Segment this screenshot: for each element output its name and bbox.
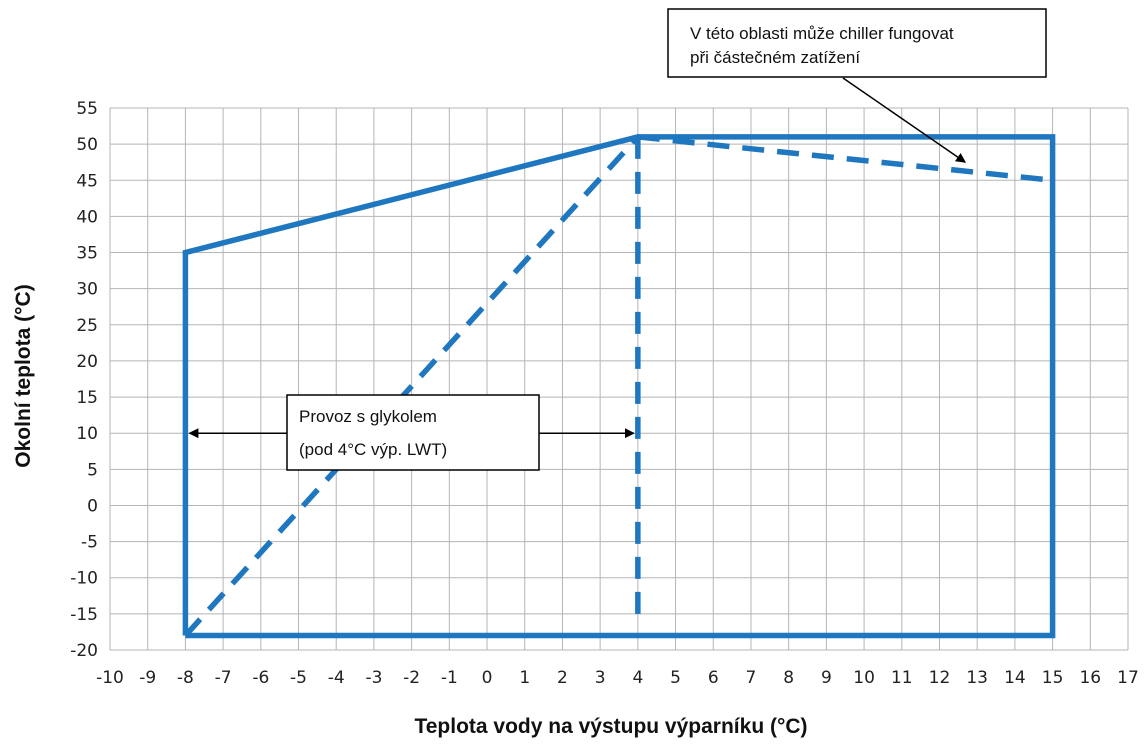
series-line-dashed-1 (183, 135, 640, 638)
partial-load-note-line-2: při částečném zatížení (690, 48, 860, 67)
partial-load-note-box (667, 8, 1047, 78)
x-tick-label: 5 (670, 668, 681, 688)
x-tick-label: 12 (929, 668, 951, 688)
x-tick-label: -2 (403, 668, 420, 688)
x-tick-label: -7 (215, 668, 232, 688)
glycol-note-line-1: Provoz s glykolem (299, 407, 437, 426)
series-line-solid-0 (182, 134, 1056, 639)
x-tick-label: -6 (252, 668, 269, 688)
y-tick-label: 20 (76, 352, 98, 372)
y-tick-label: 35 (76, 244, 98, 264)
x-tick-label: -10 (96, 668, 124, 688)
y-tick-label: -10 (70, 569, 98, 589)
annotation-partial-load: V této oblasti může chiller fungovat při… (667, 8, 1047, 163)
x-tick-label: 3 (595, 668, 606, 688)
y-tick-label: 10 (76, 424, 98, 444)
x-tick-label: 6 (708, 668, 719, 688)
x-tick-label: 11 (891, 668, 913, 688)
x-tick-label: 15 (1042, 668, 1064, 688)
x-tick-label: 16 (1079, 668, 1101, 688)
x-tick-label: -9 (139, 668, 156, 688)
y-tick-label: 25 (76, 316, 98, 336)
y-tick-label: 45 (76, 171, 98, 191)
glycol-note-line-2: (pod 4°C výp. LWT) (299, 440, 447, 459)
x-tick-label: 14 (1004, 668, 1026, 688)
series-group (182, 134, 1056, 639)
annotation-glycol: Provoz s glykolem (pod 4°C výp. LWT) (188, 394, 635, 471)
series-line-dashed-3 (637, 134, 1053, 184)
x-tick-label: 7 (746, 668, 757, 688)
partial-load-note-line-1: V této oblasti může chiller fungovat (690, 24, 954, 43)
y-tick-label: -15 (70, 605, 98, 625)
y-tick-label: 5 (87, 460, 98, 480)
tick-labels: -10 -9 -8 -7 -6 -5 -4 -3 -2 -1 0 1 2 3 4 5 6 7 8 9 10 11 12 13 1… (70, 99, 1139, 688)
y-tick-label: 15 (76, 388, 98, 408)
y-axis-title: Okolní teplota (°C) (12, 284, 35, 467)
y-tick-label: -20 (70, 641, 98, 661)
glycol-note-box (286, 394, 540, 471)
x-tick-label: 17 (1117, 668, 1139, 688)
x-tick-label: 10 (853, 668, 875, 688)
x-tick-label: 9 (821, 668, 832, 688)
x-tick-label: -5 (290, 668, 307, 688)
y-tick-label: 0 (87, 496, 98, 516)
x-axis-title: Teplota vody na výstupu výparníku (°C) (414, 715, 807, 738)
y-tick-label: 50 (76, 135, 98, 155)
x-tick-label: 13 (966, 668, 988, 688)
y-tick-label: 30 (76, 280, 98, 300)
x-tick-label: -8 (177, 668, 194, 688)
x-tick-label: -1 (441, 668, 458, 688)
x-tick-label: 8 (783, 668, 794, 688)
x-tick-label: -3 (365, 668, 382, 688)
grid (109, 107, 1129, 651)
partial-load-arrow (842, 77, 967, 163)
x-tick-label: 1 (519, 668, 530, 688)
x-tick-label: -4 (328, 668, 345, 688)
y-tick-label: -5 (81, 533, 98, 553)
x-tick-label: 2 (557, 668, 568, 688)
y-tick-label: 40 (76, 207, 98, 227)
x-tick-label: 0 (482, 668, 493, 688)
y-tick-label: 55 (76, 99, 98, 119)
x-tick-label: 4 (632, 668, 643, 688)
